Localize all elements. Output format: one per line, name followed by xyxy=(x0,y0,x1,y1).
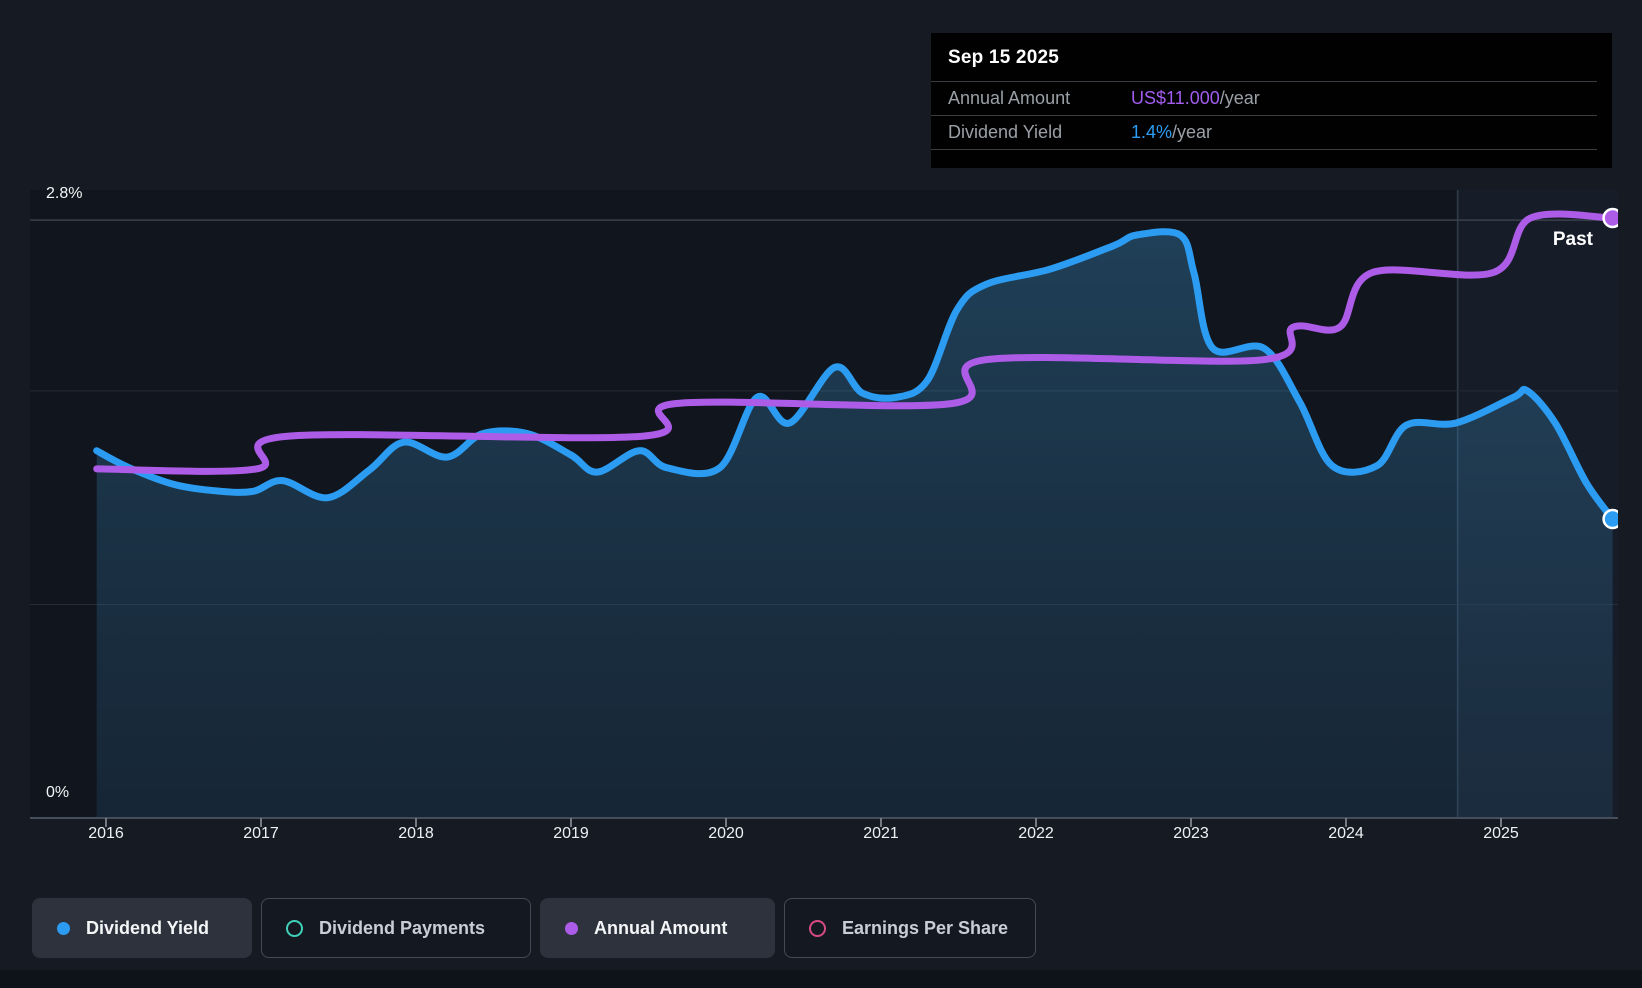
legend-button-annual-amount[interactable]: Annual Amount xyxy=(540,898,775,958)
y-axis-label-top: 2.8% xyxy=(46,185,83,202)
dividend-yield-area xyxy=(96,231,1613,818)
tooltip: Sep 15 2025 Annual Amount US$11.000/year… xyxy=(931,33,1612,168)
series-group xyxy=(93,207,1618,818)
x-axis-label-2022: 2022 xyxy=(1018,825,1054,842)
tooltip-row-dividend-yield: Dividend Yield 1.4%/year xyxy=(931,115,1597,150)
legend-label: Earnings Per Share xyxy=(842,917,1009,938)
legend-label: Dividend Payments xyxy=(319,917,486,938)
x-axis-label-2019: 2019 xyxy=(553,825,589,842)
bottom-strip xyxy=(0,970,1642,988)
dividend-yield-line xyxy=(93,228,1617,523)
x-axis-label-2024: 2024 xyxy=(1328,825,1364,842)
x-axis-label-2017: 2017 xyxy=(243,825,279,842)
x-axis-label-2016: 2016 xyxy=(88,825,124,842)
annual-amount-end-marker xyxy=(1602,207,1618,229)
past-label: Past xyxy=(1552,229,1593,250)
y-axis-label-zero: 0% xyxy=(46,784,70,801)
dividend-yield-marker-icon xyxy=(57,921,70,935)
earnings-per-share-marker-icon xyxy=(809,919,826,937)
tooltip-value-suffix: /year xyxy=(1172,122,1213,142)
legend-button-dividend-payments[interactable]: Dividend Payments xyxy=(261,898,531,958)
annual-amount-marker-icon xyxy=(565,921,578,935)
tooltip-value: US$11.000 xyxy=(1131,88,1220,108)
x-axis-label-2021: 2021 xyxy=(863,825,899,842)
legend-button-dividend-yield[interactable]: Dividend Yield xyxy=(32,898,252,958)
tooltip-row-annual-amount: Annual Amount US$11.000/year xyxy=(931,81,1597,115)
x-axis-label-2018: 2018 xyxy=(398,825,434,842)
tooltip-date: Sep 15 2025 xyxy=(948,47,1060,68)
x-axis-label-2023: 2023 xyxy=(1173,825,1209,842)
x-axis-label-2020: 2020 xyxy=(708,825,744,842)
tooltip-value: 1.4% xyxy=(1131,122,1173,142)
legend-button-earnings-per-share[interactable]: Earnings Per Share xyxy=(784,898,1036,958)
dividend-yield-end-marker xyxy=(1602,508,1618,530)
x-axis-label-2025: 2025 xyxy=(1483,825,1519,842)
annual-amount-line xyxy=(93,210,1617,475)
tooltip-value-suffix: /year xyxy=(1219,88,1260,108)
tooltip-label: Annual Amount xyxy=(948,88,1071,108)
legend-label: Annual Amount xyxy=(594,917,728,938)
dividend-payments-marker-icon xyxy=(286,919,303,937)
legend-label: Dividend Yield xyxy=(86,917,210,938)
tooltip-label: Dividend Yield xyxy=(948,122,1063,142)
